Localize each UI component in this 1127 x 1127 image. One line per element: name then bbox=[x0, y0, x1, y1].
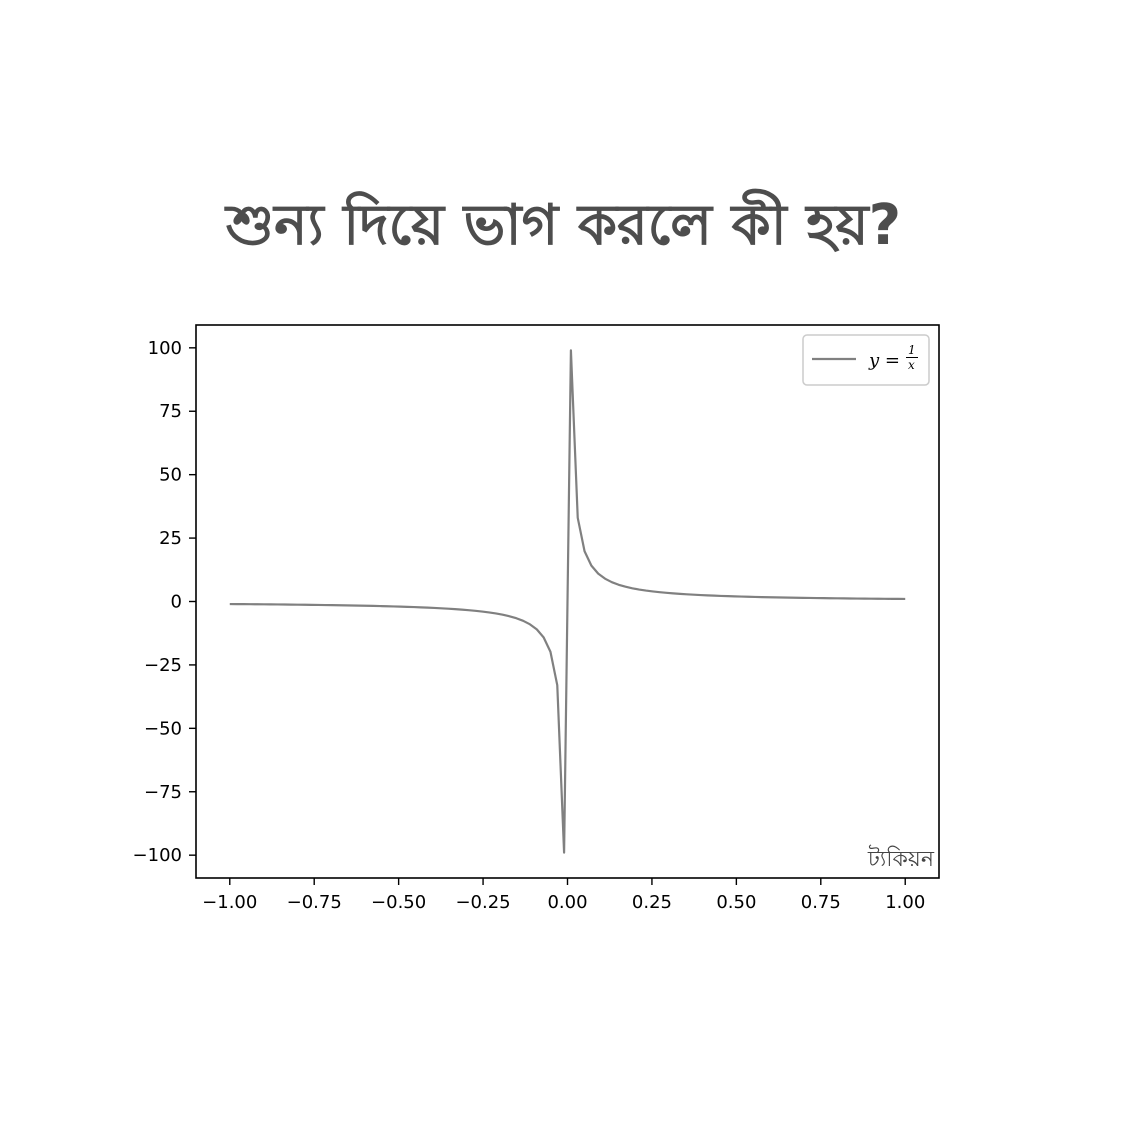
x-tick-label: −1.00 bbox=[202, 892, 257, 913]
y-tick-label: −50 bbox=[144, 718, 182, 739]
y-tick-label: −25 bbox=[144, 655, 182, 676]
y-tick-label: 100 bbox=[148, 338, 182, 359]
x-tick-label: 0.75 bbox=[801, 892, 841, 913]
x-tick-label: 1.00 bbox=[885, 892, 925, 913]
y-tick-label: −100 bbox=[133, 845, 182, 866]
legend-box bbox=[802, 334, 930, 386]
legend-label-numerator: 1 bbox=[908, 343, 916, 357]
legend-label-lhs: y = bbox=[868, 350, 900, 371]
legend-label-denominator: x bbox=[908, 358, 915, 372]
x-tick-label: −0.50 bbox=[371, 892, 426, 913]
x-tick-label: −0.75 bbox=[287, 892, 342, 913]
series-line-reciprocal bbox=[229, 349, 906, 854]
plot-frame bbox=[195, 324, 940, 879]
legend: y = 1 x bbox=[802, 334, 930, 386]
x-tick-label: −0.25 bbox=[455, 892, 510, 913]
page-title: শুন্য দিয়ে ভাগ করলে কী হয়? bbox=[225, 193, 902, 258]
y-tick-label: −75 bbox=[144, 782, 182, 803]
x-tick-label: 0.00 bbox=[547, 892, 587, 913]
y-tick-label: 50 bbox=[159, 465, 182, 486]
x-tick-label: 0.25 bbox=[632, 892, 672, 913]
y-tick-label: 25 bbox=[159, 528, 182, 549]
watermark-text: ট্যকিয়ন bbox=[867, 845, 935, 872]
y-tick-label: 75 bbox=[159, 401, 182, 422]
y-tick-label: 0 bbox=[171, 592, 182, 613]
ticks-layer: −1.00 −0.75 −0.50 −0.25 0.00 0.25 0.50 0.75 1.00… bbox=[133, 338, 926, 913]
x-tick-label: 0.50 bbox=[716, 892, 756, 913]
